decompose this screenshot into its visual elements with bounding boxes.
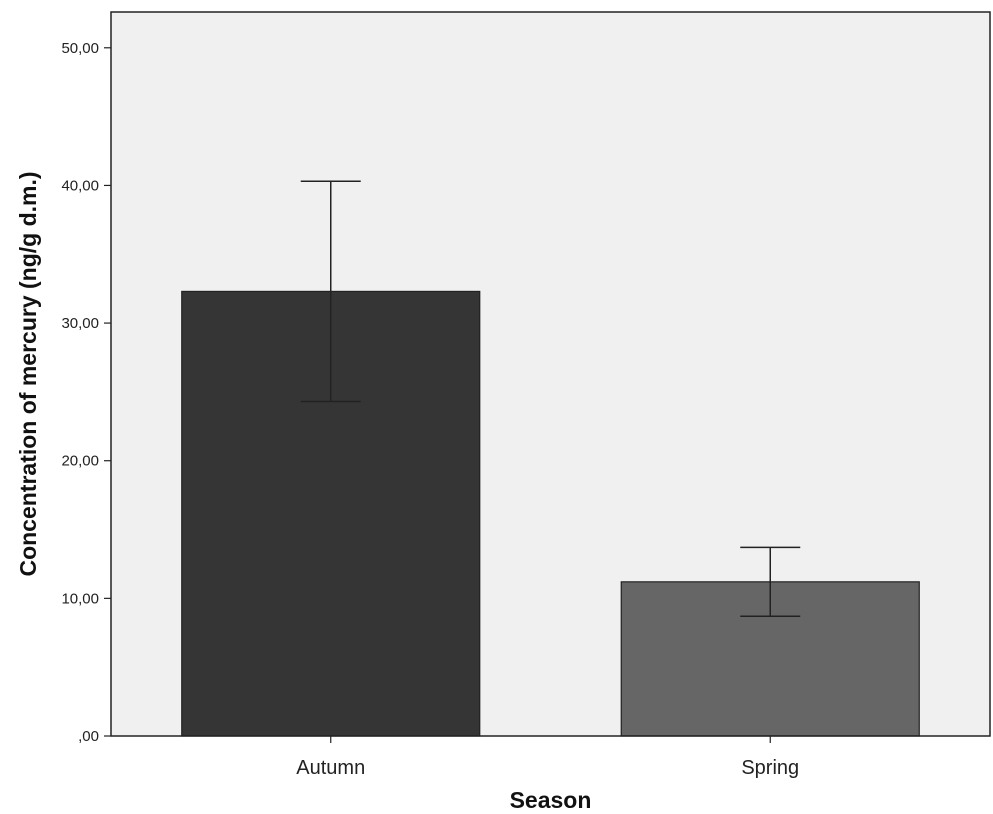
y-tick-label: 40,00 — [61, 177, 99, 194]
y-axis-title: Concentration of mercury (ng/g d.m.) — [15, 171, 41, 576]
y-axis-ticks: ,00 10,00 20,00 30,00 40,00 50,00 — [61, 40, 111, 745]
error-bar-autumn — [300, 180, 361, 403]
x-axis-ticks: Autumn Spring — [296, 736, 799, 779]
x-tick-label-spring: Spring — [741, 757, 799, 779]
x-tick-label-autumn: Autumn — [296, 757, 365, 779]
y-tick-label: 50,00 — [61, 40, 99, 57]
plot-frame — [110, 11, 991, 737]
y-tick-label: 10,00 — [61, 590, 99, 607]
error-bar-spring — [740, 546, 801, 618]
error-bars-layer — [300, 180, 801, 618]
y-tick-label: 30,00 — [61, 315, 99, 332]
y-tick-label: 20,00 — [61, 453, 99, 470]
y-tick-label: ,00 — [78, 728, 99, 745]
x-axis-title: Season — [510, 787, 592, 813]
